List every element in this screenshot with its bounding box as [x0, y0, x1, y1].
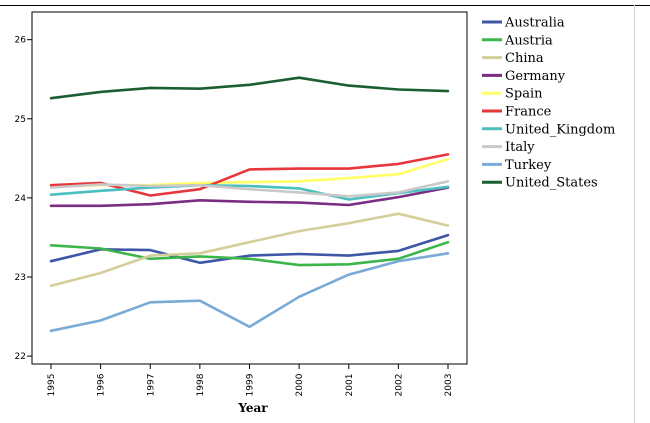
- x-axis-title: Year: [237, 401, 268, 415]
- y-tick-label: 25: [15, 115, 26, 125]
- top-rule: [0, 5, 650, 6]
- series-line-austria: [49, 240, 450, 267]
- series-line-turkey: [49, 252, 450, 333]
- legend-label: China: [505, 51, 544, 66]
- series-line-united-kingdom: [49, 183, 450, 201]
- x-tick-label: 1999: [246, 373, 256, 396]
- y-tick-label: 23: [15, 273, 26, 283]
- y-axis: 22 23 24 25 26: [15, 36, 32, 362]
- series-layer: [49, 76, 450, 333]
- right-rule: [634, 5, 635, 423]
- series-line-spain: [49, 157, 450, 189]
- y-tick-label: 22: [15, 352, 26, 362]
- legend: Australia Austria China Germany Spain France U…: [482, 16, 615, 191]
- x-tick-label: 2003: [444, 374, 454, 397]
- y-tick-label: 24: [15, 194, 27, 204]
- legend-label: Italy: [505, 140, 535, 155]
- x-tick-label: 1996: [97, 373, 107, 396]
- series-line-germany: [49, 186, 450, 208]
- legend-label: Spain: [505, 87, 543, 102]
- legend-label: France: [505, 105, 552, 120]
- series-line-france: [49, 153, 450, 197]
- legend-label: Austria: [504, 33, 553, 48]
- legend-label: United_Kingdom: [505, 122, 615, 137]
- x-tick-label: 2001: [345, 374, 355, 397]
- legend-label: United_States: [505, 176, 598, 191]
- x-tick-label: 2000: [295, 373, 305, 396]
- x-tick-label: 2002: [394, 374, 404, 397]
- x-tick-label: 1995: [47, 374, 57, 397]
- series-line-italy: [49, 180, 450, 198]
- legend-label: Turkey: [505, 158, 552, 173]
- legend-label: Germany: [505, 69, 566, 84]
- series-line-united-states: [49, 76, 450, 100]
- x-tick-label: 1997: [146, 374, 156, 397]
- x-tick-label: 1998: [196, 373, 206, 396]
- y-tick-label: 26: [15, 36, 27, 46]
- x-axis: 1995 1996 1997 1998 1999 2000 2001 2002 2003: [47, 364, 454, 396]
- series-line-australia: [49, 233, 450, 265]
- series-line-china: [49, 212, 450, 288]
- legend-label: Australia: [504, 16, 565, 31]
